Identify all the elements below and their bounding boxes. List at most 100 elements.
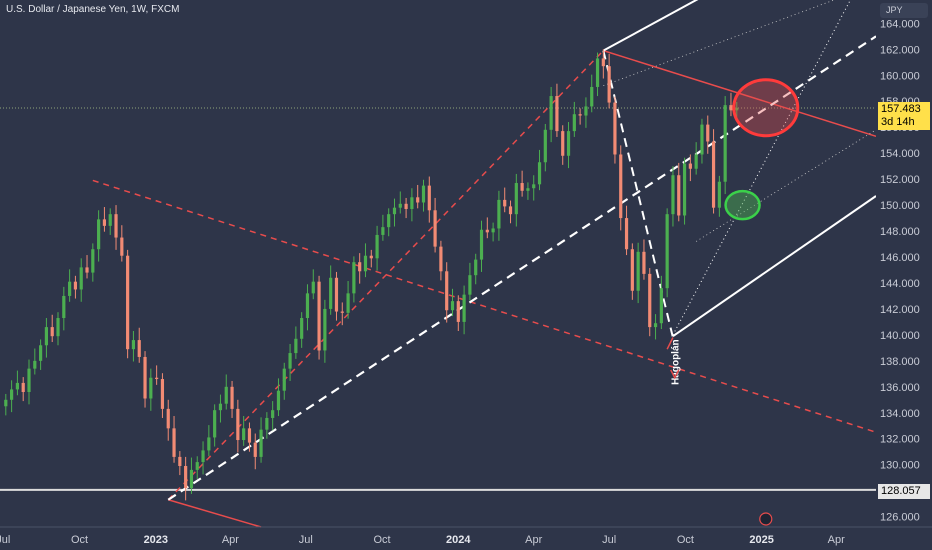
y-tick-label: 144.000 (880, 278, 920, 290)
trendline (167, 50, 604, 501)
candle-body (323, 308, 327, 351)
x-tick-label: 2025 (749, 534, 773, 546)
x-tick-label: Jul (602, 534, 616, 546)
candle-body (653, 323, 658, 328)
trendline (602, 0, 699, 52)
candle-body (387, 214, 391, 228)
candle-body (729, 105, 733, 111)
candle-body (184, 465, 188, 489)
candle-body (369, 255, 373, 259)
candle-body (120, 237, 124, 256)
candle-body (520, 183, 524, 191)
candle-body (410, 197, 414, 209)
candle-body (595, 58, 600, 87)
candle-body (508, 206, 513, 215)
currency-label[interactable]: JPY (880, 3, 928, 18)
candle-body (213, 410, 217, 438)
candle-body (236, 408, 240, 441)
candle-body (97, 219, 101, 250)
y-tick-label: 148.000 (880, 226, 920, 238)
candle-body (474, 259, 478, 276)
candle-body (201, 450, 205, 463)
y-tick-label: 162.000 (880, 44, 920, 56)
candle-body (189, 469, 194, 489)
candle-body (68, 281, 72, 296)
candle-body (706, 124, 710, 142)
candle-body (503, 199, 507, 207)
trendline (672, 0, 851, 336)
candle-body (723, 105, 727, 182)
candle-body (224, 386, 228, 404)
candle-body (21, 382, 25, 393)
x-tick-label: Jul (299, 534, 313, 546)
trendline (672, 195, 877, 338)
candle-body (624, 218, 629, 250)
candle-body (479, 229, 484, 260)
candle-body (288, 353, 292, 369)
y-tick-label: 140.000 (880, 330, 920, 342)
candle-body (456, 301, 460, 322)
candle-body (619, 154, 623, 219)
y-tick-label: 164.000 (880, 18, 920, 30)
x-tick-label: Apr (525, 534, 542, 546)
y-tick-label: 126.000 (880, 512, 920, 524)
trendline (603, 0, 836, 87)
candle-body (172, 428, 176, 457)
candle-body (4, 399, 8, 407)
candle-body (735, 107, 739, 111)
level-price-tag: 128.057 (878, 484, 930, 499)
y-tick-label: 150.000 (880, 200, 920, 212)
candle-body (230, 386, 234, 409)
candle-body (601, 58, 605, 67)
x-tick-label: 2024 (446, 534, 471, 546)
candle-body (242, 428, 246, 441)
candle-body (294, 338, 298, 354)
candle-body (91, 249, 95, 273)
candle-body (329, 277, 333, 309)
candle-body (166, 408, 170, 429)
candle-body (10, 389, 14, 400)
candle-body (584, 106, 588, 116)
candle-body (311, 281, 315, 294)
candle-body (27, 368, 31, 393)
y-tick-label: 130.000 (880, 460, 920, 472)
x-tick-label: Oct (677, 534, 694, 546)
candle-body (416, 197, 420, 203)
candle-body (149, 377, 153, 399)
support-zone-oval (724, 189, 761, 221)
candle-body (218, 403, 223, 411)
candle-body (265, 417, 269, 430)
x-axis: Jul Oct 2023 Apr Jul Oct 2024 Apr Jul Oct 2025 Apr (0, 526, 932, 546)
candle-body (33, 360, 37, 369)
candle-body (143, 356, 147, 399)
y-tick-label: 154.000 (880, 148, 920, 160)
y-tick-label: 142.000 (880, 304, 920, 316)
candle-body (700, 124, 704, 155)
candle-body (636, 251, 640, 291)
y-tick-label: 132.000 (880, 434, 920, 446)
candle-body (665, 214, 669, 289)
candle-body (102, 219, 107, 226)
candle-body (282, 368, 286, 391)
annotation-label: Наgoplán (671, 339, 682, 385)
candle-body (381, 227, 385, 235)
trendline (168, 499, 262, 528)
y-tick-label: 136.000 (880, 382, 920, 394)
candle-body (711, 141, 716, 208)
bar-countdown: 3d 14h (881, 116, 915, 128)
candle-body (398, 203, 402, 208)
candle-body (137, 340, 141, 357)
candle-body (491, 228, 495, 233)
overlay-layer: Наgoplán (670, 78, 800, 526)
candle-body (555, 96, 559, 132)
candle-body (590, 86, 594, 107)
candle-body (462, 294, 466, 322)
candle-body (404, 203, 408, 209)
current-price-value: 157.483 (881, 103, 921, 115)
candle-body (62, 295, 66, 319)
candle-body (126, 255, 130, 350)
current-price-tag: 157.483 3d 14h (878, 102, 930, 130)
candle-body (497, 199, 501, 229)
candle-body (578, 114, 582, 116)
